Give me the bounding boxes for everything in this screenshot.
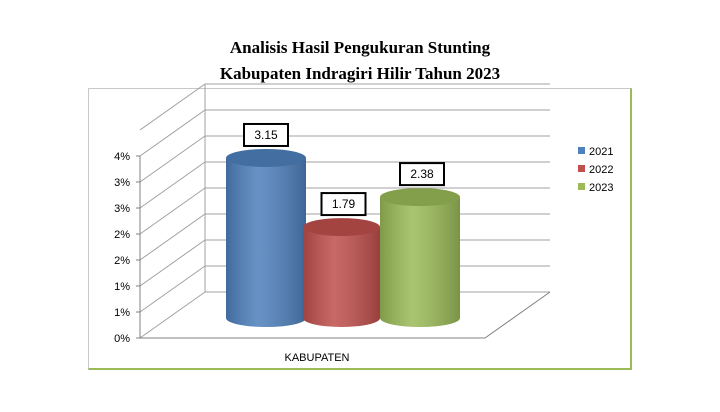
chart-subtitle: Kabupaten Indragiri Hilir Tahun 2023 <box>219 64 501 83</box>
bar-shade-2023 <box>380 197 460 327</box>
bar-top-2022 <box>303 218 380 237</box>
data-label: 3.15 <box>254 128 278 142</box>
gridline-side <box>139 213 206 261</box>
gridline-side <box>139 265 206 313</box>
y-tick-label: 0% <box>114 333 130 345</box>
legend-label: 2021 <box>589 146 613 158</box>
gridline-side <box>139 291 206 339</box>
legend-swatch-2023 <box>578 183 585 190</box>
y-tick-label: 3% <box>114 203 130 215</box>
legend-swatch-2022 <box>578 165 585 172</box>
legend-swatch-2021 <box>578 147 585 154</box>
x-category-label: KABUPATEN <box>285 352 350 364</box>
y-tick-label: 1% <box>114 307 130 319</box>
y-tick-label: 2% <box>114 229 130 241</box>
gridline-side <box>139 83 206 131</box>
gridline-side <box>139 239 206 287</box>
chart-title: Analisis Hasil Pengukuran Stunting <box>229 38 491 57</box>
legend-label: 2023 <box>589 182 613 194</box>
gridline-side <box>139 161 206 209</box>
y-tick-label: 4% <box>114 151 130 163</box>
data-label-box <box>243 122 289 147</box>
y-tick-label: 2% <box>114 255 130 267</box>
gridline-side <box>139 187 206 235</box>
bar-shade-2022 <box>303 227 380 327</box>
floor-edge <box>140 291 551 339</box>
y-tick-label: 1% <box>114 281 130 293</box>
chart-area <box>88 88 632 370</box>
bar-top-2021 <box>226 148 306 167</box>
gridline-side <box>139 135 206 183</box>
gridline-side <box>139 109 206 157</box>
y-tick-label: 3% <box>114 177 130 189</box>
data-label: 2.38 <box>410 167 434 181</box>
bar-shade-2021 <box>226 157 306 327</box>
data-label: 1.79 <box>332 197 356 211</box>
data-label-box <box>320 192 367 217</box>
bar-top-2023 <box>380 188 460 207</box>
data-label-box <box>399 162 445 187</box>
legend-label: 2022 <box>589 164 613 176</box>
